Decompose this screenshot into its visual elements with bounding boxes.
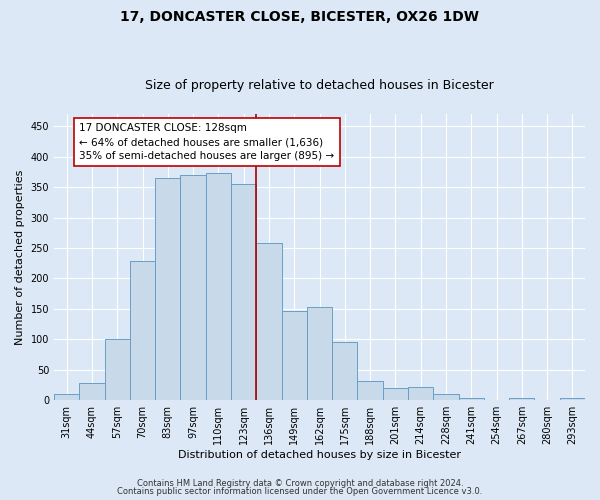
Bar [206, 173, 231, 400]
Bar [383, 388, 408, 400]
Bar [155, 178, 181, 400]
Bar [307, 307, 332, 400]
Bar [181, 175, 206, 400]
Bar [458, 398, 484, 400]
Bar [509, 398, 535, 400]
Y-axis label: Number of detached properties: Number of detached properties [15, 170, 25, 345]
Title: Size of property relative to detached houses in Bicester: Size of property relative to detached ho… [145, 79, 494, 92]
Bar [408, 387, 433, 400]
X-axis label: Distribution of detached houses by size in Bicester: Distribution of detached houses by size … [178, 450, 461, 460]
Bar [560, 398, 585, 400]
Bar [358, 382, 383, 400]
Text: 17 DONCASTER CLOSE: 128sqm
← 64% of detached houses are smaller (1,636)
35% of s: 17 DONCASTER CLOSE: 128sqm ← 64% of deta… [79, 123, 334, 161]
Bar [231, 184, 256, 400]
Text: 17, DONCASTER CLOSE, BICESTER, OX26 1DW: 17, DONCASTER CLOSE, BICESTER, OX26 1DW [121, 10, 479, 24]
Bar [104, 340, 130, 400]
Bar [256, 243, 281, 400]
Text: Contains public sector information licensed under the Open Government Licence v3: Contains public sector information licen… [118, 487, 482, 496]
Bar [281, 312, 307, 400]
Bar [79, 383, 104, 400]
Text: Contains HM Land Registry data © Crown copyright and database right 2024.: Contains HM Land Registry data © Crown c… [137, 478, 463, 488]
Bar [332, 342, 358, 400]
Bar [130, 262, 155, 400]
Bar [54, 394, 79, 400]
Bar [433, 394, 458, 400]
